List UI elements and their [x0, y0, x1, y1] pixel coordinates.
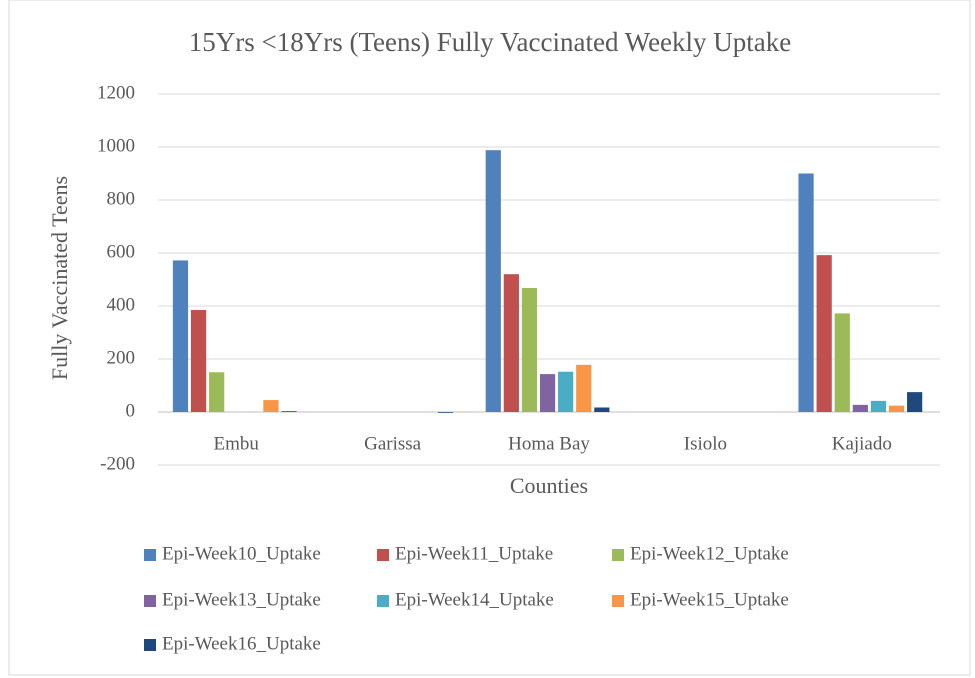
bar: [281, 411, 297, 412]
legend-label: Epi-Week13_Uptake: [162, 589, 321, 610]
bar: [437, 412, 454, 413]
bar: [485, 150, 501, 412]
bar: [558, 371, 574, 412]
x-tick-label: Embu: [214, 433, 260, 454]
legend-swatch: [377, 595, 389, 607]
y-tick-label: 0: [126, 400, 136, 421]
bar: [190, 309, 207, 412]
y-tick-label: 1200: [97, 82, 135, 103]
y-tick-label: -200: [100, 453, 135, 474]
bar: [576, 364, 592, 412]
legend-swatch: [612, 595, 624, 607]
bar: [852, 404, 868, 412]
bar: [263, 400, 279, 412]
bar: [816, 255, 832, 412]
bar: [539, 374, 556, 412]
bar: [870, 400, 887, 412]
x-tick-label: Garissa: [364, 433, 422, 454]
legend-label: Epi-Week11_Uptake: [395, 543, 553, 564]
y-tick-label: 800: [107, 188, 136, 209]
x-tick-label: Kajiado: [832, 433, 892, 454]
x-tick-label: Homa Bay: [508, 433, 590, 454]
legend-label: Epi-Week15_Uptake: [630, 589, 789, 610]
y-tick-label: 600: [107, 241, 136, 262]
y-tick-label: 400: [107, 294, 136, 315]
chart-title: 15Yrs <18Yrs (Teens) Fully Vaccinated We…: [189, 27, 792, 57]
y-tick-label: 1000: [97, 135, 135, 156]
bar: [594, 407, 610, 412]
bar: [521, 287, 538, 412]
bar: [798, 173, 814, 412]
legend-swatch: [144, 549, 156, 561]
legend-swatch: [612, 549, 624, 561]
legend-label: Epi-Week12_Uptake: [630, 543, 789, 564]
bar: [907, 392, 923, 412]
bar: [888, 405, 905, 412]
legend-swatch: [377, 549, 389, 561]
legend-label: Epi-Week16_Uptake: [162, 633, 321, 654]
legend-label: Epi-Week10_Uptake: [162, 543, 321, 564]
bar: [209, 372, 225, 412]
x-tick-label: Isiolo: [684, 433, 727, 454]
bar: [834, 313, 850, 412]
bar: [503, 274, 519, 412]
legend-swatch: [144, 595, 156, 607]
y-tick-label: 200: [107, 347, 136, 368]
x-axis-title: Counties: [510, 473, 588, 498]
legend-label: Epi-Week14_Uptake: [395, 589, 554, 610]
bar: [172, 260, 189, 412]
y-axis-title: Fully Vaccinated Teens: [47, 176, 72, 380]
legend-swatch: [144, 639, 156, 651]
